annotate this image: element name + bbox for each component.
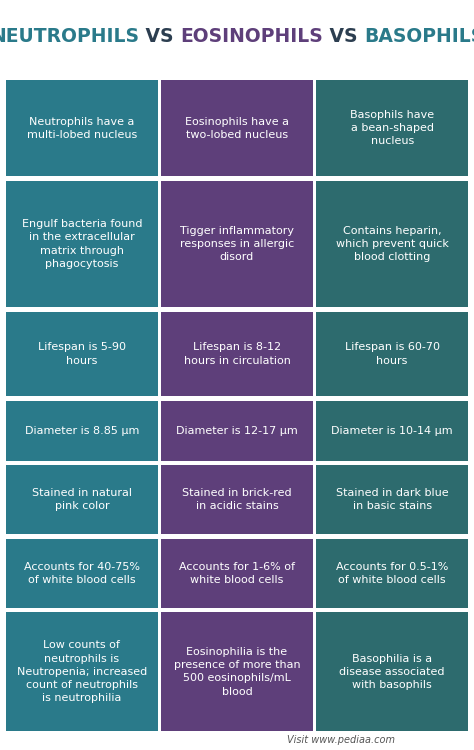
- FancyBboxPatch shape: [316, 400, 468, 460]
- Text: Accounts for 1-6% of
white blood cells: Accounts for 1-6% of white blood cells: [179, 562, 295, 585]
- FancyBboxPatch shape: [6, 400, 158, 460]
- FancyBboxPatch shape: [6, 612, 158, 731]
- FancyBboxPatch shape: [161, 400, 313, 460]
- Text: EOSINOPHILS: EOSINOPHILS: [180, 26, 323, 46]
- FancyBboxPatch shape: [316, 80, 468, 176]
- Text: Stained in dark blue
in basic stains: Stained in dark blue in basic stains: [336, 488, 448, 512]
- FancyBboxPatch shape: [316, 181, 468, 308]
- FancyBboxPatch shape: [6, 181, 158, 308]
- Text: Eosinophilia is the
presence of more than
500 eosinophils/mL
blood: Eosinophilia is the presence of more tha…: [173, 647, 301, 697]
- Text: Diameter is 10-14 μm: Diameter is 10-14 μm: [331, 426, 453, 436]
- Text: VS: VS: [323, 26, 364, 46]
- Text: Lifespan is 8-12
hours in circulation: Lifespan is 8-12 hours in circulation: [183, 343, 291, 366]
- FancyBboxPatch shape: [161, 181, 313, 308]
- Text: NEUTROPHILS: NEUTROPHILS: [0, 26, 139, 46]
- Text: Low counts of
neutrophils is
Neutropenia; increased
count of neutrophils
is neut: Low counts of neutrophils is Neutropenia…: [17, 640, 147, 704]
- Text: VS: VS: [139, 26, 180, 46]
- Text: Tigger inflammatory
responses in allergic
disord: Tigger inflammatory responses in allergi…: [180, 226, 294, 262]
- FancyBboxPatch shape: [161, 612, 313, 731]
- FancyBboxPatch shape: [316, 465, 468, 534]
- FancyBboxPatch shape: [161, 538, 313, 608]
- FancyBboxPatch shape: [316, 538, 468, 608]
- Text: Stained in natural
pink color: Stained in natural pink color: [32, 488, 132, 512]
- Text: Diameter is 12-17 μm: Diameter is 12-17 μm: [176, 426, 298, 436]
- Text: Contains heparin,
which prevent quick
blood clotting: Contains heparin, which prevent quick bl…: [336, 226, 448, 262]
- Text: Engulf bacteria found
in the extracellular
matrix through
phagocytosis: Engulf bacteria found in the extracellul…: [22, 219, 142, 268]
- Text: BASOPHILS: BASOPHILS: [364, 26, 474, 46]
- Text: Accounts for 0.5-1%
of white blood cells: Accounts for 0.5-1% of white blood cells: [336, 562, 448, 585]
- FancyBboxPatch shape: [316, 312, 468, 396]
- Text: Lifespan is 5-90
hours: Lifespan is 5-90 hours: [38, 343, 126, 366]
- FancyBboxPatch shape: [161, 312, 313, 396]
- FancyBboxPatch shape: [161, 80, 313, 176]
- Text: Diameter is 8.85 μm: Diameter is 8.85 μm: [25, 426, 139, 436]
- Text: Stained in brick-red
in acidic stains: Stained in brick-red in acidic stains: [182, 488, 292, 512]
- Text: Eosinophils have a
two-lobed nucleus: Eosinophils have a two-lobed nucleus: [185, 116, 289, 140]
- Text: Neutrophils have a
multi-lobed nucleus: Neutrophils have a multi-lobed nucleus: [27, 116, 137, 140]
- FancyBboxPatch shape: [6, 80, 158, 176]
- Text: Basophils have
a bean-shaped
nucleus: Basophils have a bean-shaped nucleus: [350, 110, 434, 146]
- FancyBboxPatch shape: [6, 538, 158, 608]
- FancyBboxPatch shape: [316, 612, 468, 731]
- FancyBboxPatch shape: [6, 312, 158, 396]
- Text: Accounts for 40-75%
of white blood cells: Accounts for 40-75% of white blood cells: [24, 562, 140, 585]
- FancyBboxPatch shape: [6, 465, 158, 534]
- Text: Basophilia is a
disease associated
with basophils: Basophilia is a disease associated with …: [339, 653, 445, 690]
- Text: Visit www.pediaa.com: Visit www.pediaa.com: [287, 735, 395, 746]
- Text: Lifespan is 60-70
hours: Lifespan is 60-70 hours: [345, 343, 440, 366]
- FancyBboxPatch shape: [161, 465, 313, 534]
